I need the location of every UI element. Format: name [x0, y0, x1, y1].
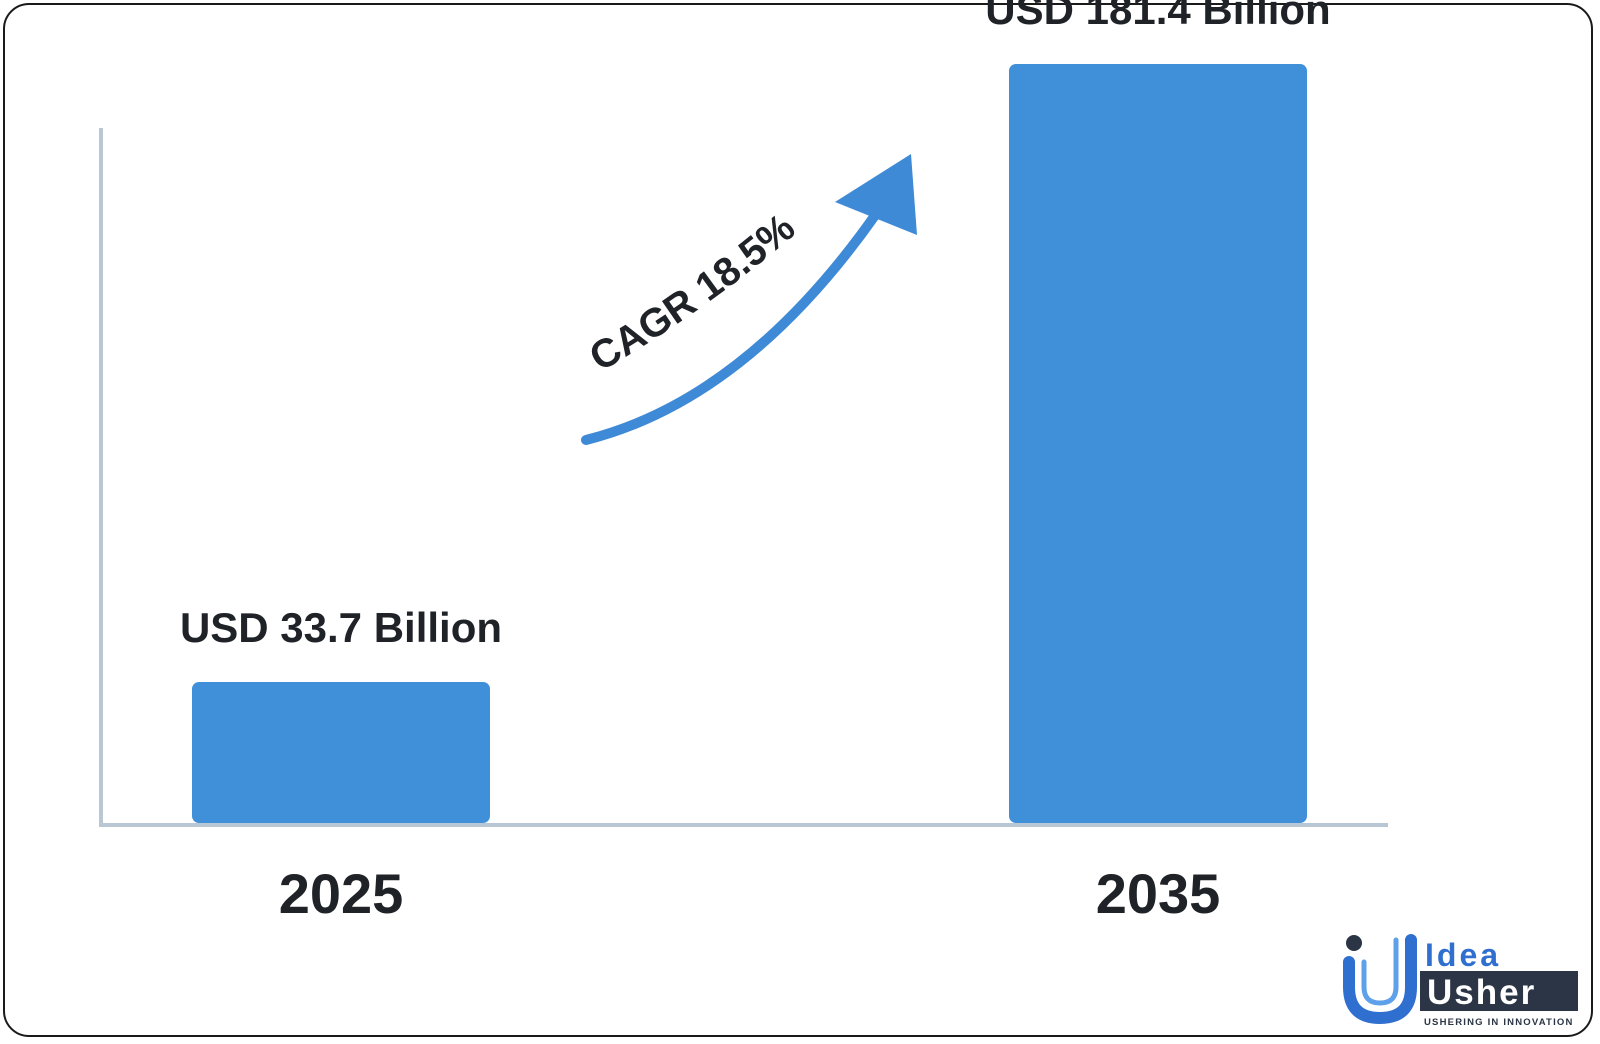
x-tick-label-2035: 2035 [1096, 862, 1221, 925]
chart-frame [3, 3, 1593, 1037]
logo-u-icon [1343, 934, 1417, 1025]
data-label-2035: USD 181.4 Billion [985, 0, 1330, 33]
logo-tagline: USHERING IN INNOVATION [1424, 1017, 1574, 1028]
cagr-label: CAGR 18.5% [582, 206, 803, 380]
x-tick-label-2025: 2025 [279, 862, 404, 925]
bars-group [192, 63, 1307, 824]
cagr-arrow-shaft [581, 209, 881, 445]
logo-brand-line2: Usher [1427, 973, 1536, 1012]
data-label-2025: USD 33.7 Billion [180, 604, 502, 651]
cagr-arrow-head [835, 154, 917, 235]
labels-group: USD 33.7 Billion 2025 USD 181.4 Billion 203… [180, 0, 1331, 925]
cagr-arrow: CAGR 18.5% [581, 154, 917, 445]
logo-brand-line1: Idea [1425, 937, 1501, 973]
bar-2035 [1009, 63, 1307, 824]
logo-brand-band [1420, 971, 1578, 1011]
cagr-label-text: CAGR 18.5% [582, 206, 803, 380]
idea-usher-logo: Idea Usher USHERING IN INNOVATION [1343, 934, 1578, 1028]
bar-2025 [192, 681, 490, 823]
